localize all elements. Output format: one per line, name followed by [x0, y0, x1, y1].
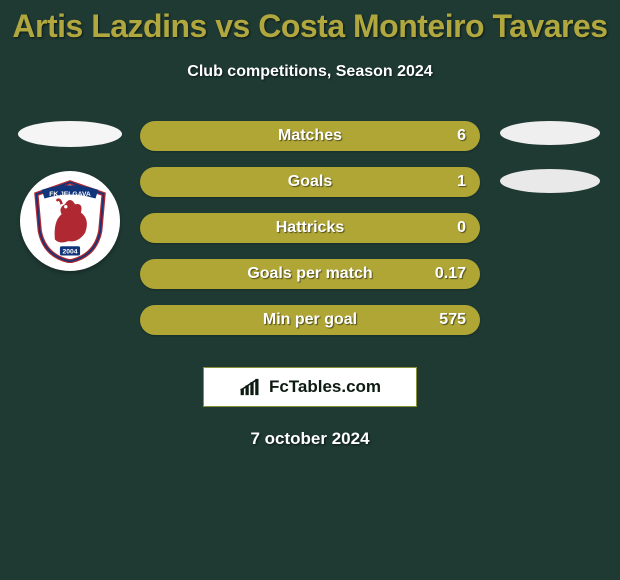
club-name-text: FK JELGAVA [49, 191, 91, 198]
player-right-placeholder-1 [500, 121, 600, 145]
stat-bar: Hattricks0 [140, 213, 480, 243]
date-text: 7 october 2024 [0, 429, 620, 449]
brand-text: FcTables.com [269, 377, 381, 397]
brand-box: FcTables.com [203, 367, 417, 407]
stat-value: 0 [457, 219, 466, 237]
infographic: Artis Lazdins vs Costa Monteiro Tavares … [0, 0, 620, 449]
stat-value: 575 [439, 311, 466, 329]
stat-value: 6 [457, 127, 466, 145]
stat-label: Hattricks [140, 219, 480, 237]
subtitle: Club competitions, Season 2024 [0, 63, 620, 81]
stat-bar: Min per goal575 [140, 305, 480, 335]
player-right-column [480, 121, 620, 193]
stat-value: 0.17 [435, 265, 466, 283]
player-left-column: FK JELGAVA 2004 [0, 121, 140, 271]
club-badge: FK JELGAVA 2004 [20, 171, 120, 271]
bar-chart-icon [239, 377, 265, 397]
club-year-text: 2004 [63, 248, 78, 255]
stat-bar: Matches6 [140, 121, 480, 151]
player-right-placeholder-2 [500, 169, 600, 193]
comparison-area: FK JELGAVA 2004 Matches6Goals1Hattricks0… [0, 121, 620, 341]
player-left-placeholder [18, 121, 122, 147]
stat-label: Matches [140, 127, 480, 145]
stat-label: Goals [140, 173, 480, 191]
stat-bars: Matches6Goals1Hattricks0Goals per match0… [140, 121, 480, 351]
stat-label: Min per goal [140, 311, 480, 329]
stat-bar: Goals1 [140, 167, 480, 197]
page-title: Artis Lazdins vs Costa Monteiro Tavares [0, 0, 620, 45]
stat-value: 1 [457, 173, 466, 191]
stat-bar: Goals per match0.17 [140, 259, 480, 289]
stat-label: Goals per match [140, 265, 480, 283]
club-crest-icon: FK JELGAVA 2004 [28, 179, 112, 263]
